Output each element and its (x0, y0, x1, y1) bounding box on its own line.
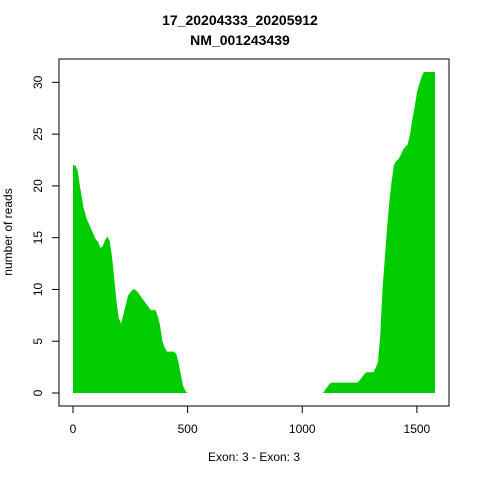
x-axis: 0 500 1000 1500 (70, 405, 431, 436)
x-tick-label: 500 (178, 422, 198, 436)
coverage-area (73, 72, 435, 393)
data-layer (73, 72, 435, 393)
y-tick-label: 10 (31, 282, 45, 296)
x-tick-label: 0 (70, 422, 77, 436)
y-tick-label: 20 (31, 179, 45, 193)
y-tick-label: 5 (31, 338, 45, 345)
y-axis-label: number of reads (1, 188, 15, 275)
y-tick-label: 15 (31, 231, 45, 245)
x-axis-label: Exon: 3 - Exon: 3 (208, 450, 300, 464)
y-tick-label: 25 (31, 127, 45, 141)
y-tick-label: 30 (31, 75, 45, 89)
y-tick-label: 0 (31, 389, 45, 396)
x-tick-label: 1000 (289, 422, 316, 436)
chart-title-line-1: 17_20204333_20205912 (162, 12, 318, 28)
y-axis: 0 5 10 15 20 25 30 (31, 75, 60, 396)
chart-title-line-2: NM_001243439 (190, 32, 290, 48)
x-tick-label: 1500 (404, 422, 431, 436)
